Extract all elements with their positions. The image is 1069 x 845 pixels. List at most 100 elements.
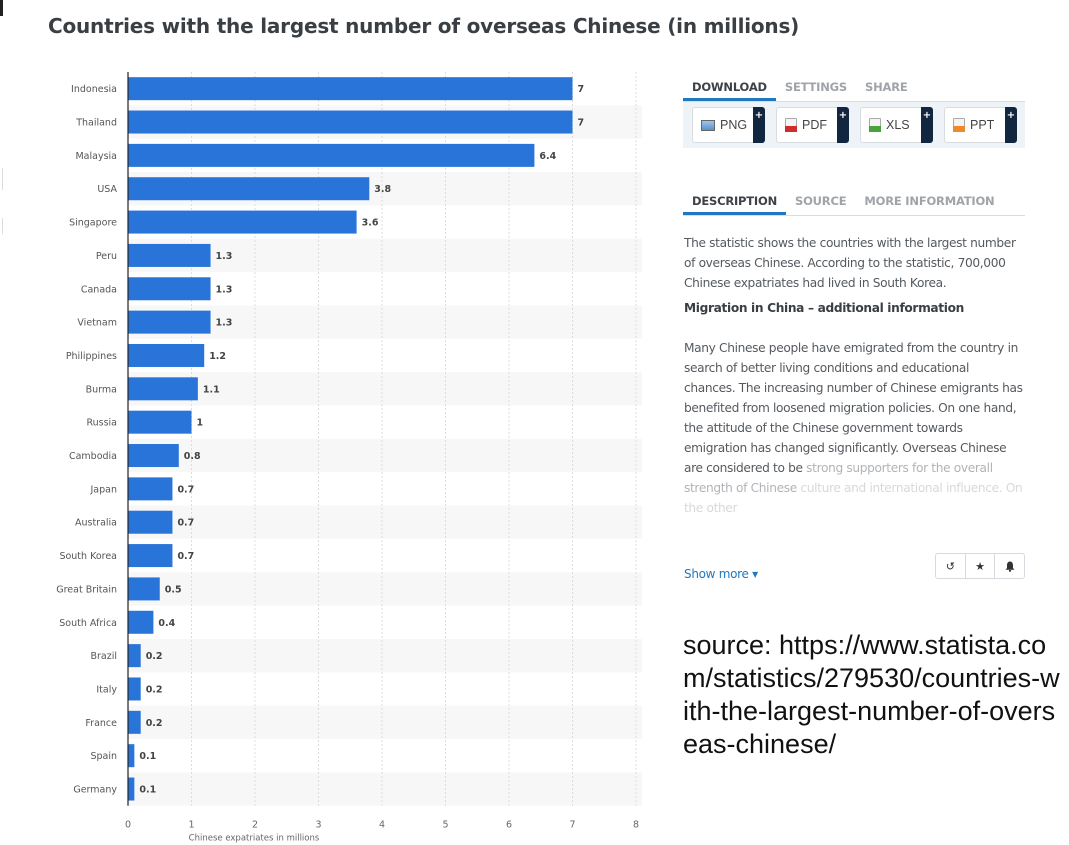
notification-button[interactable] (994, 554, 1024, 578)
row-band (128, 372, 642, 406)
download-png-button[interactable]: PNG + (692, 107, 765, 143)
download-ppt-label: PPT (970, 118, 995, 132)
bar-indonesia (128, 77, 573, 101)
bar-brazil (128, 644, 141, 668)
value-label: 0.2 (146, 718, 163, 729)
tab-more-information[interactable]: MORE INFORMATION (864, 194, 995, 208)
row-band (128, 505, 642, 539)
plus-icon[interactable]: + (753, 107, 765, 143)
description-body-text: Many Chinese people have emigrated from … (684, 341, 1023, 475)
download-xls-button[interactable]: XLS + (860, 107, 933, 143)
bar-japan (128, 477, 173, 501)
bar-thailand (128, 110, 573, 134)
download-ppt-button[interactable]: PPT + (944, 107, 1017, 143)
bar-great-britain (128, 577, 160, 601)
plus-icon[interactable]: + (921, 107, 933, 143)
download-xls-label: XLS (886, 118, 910, 132)
favorite-button[interactable]: ★ (964, 554, 995, 578)
value-label: 0.7 (177, 518, 194, 529)
download-pdf-button[interactable]: PDF + (776, 107, 849, 143)
bar-singapore (128, 210, 357, 234)
download-png-label: PNG (720, 118, 748, 132)
value-label: 0.7 (177, 484, 194, 495)
value-label: 7 (578, 118, 585, 129)
description-heading: Migration in China – additional informat… (684, 301, 964, 315)
download-buttons-bar: PNG + PDF + XLS + PPT + (683, 102, 1025, 148)
category-label: Italy (96, 684, 117, 695)
tab-settings[interactable]: SETTINGS (784, 80, 847, 94)
description-text: The statistic shows the countries with t… (683, 216, 1025, 518)
x-tick-label: 6 (506, 820, 512, 831)
description-body-faded: culture and international influence. On … (684, 481, 1023, 515)
category-label: Cambodia (69, 451, 117, 462)
category-label: Burma (86, 384, 117, 395)
star-icon: ★ (975, 559, 985, 573)
row-band (128, 572, 642, 606)
tab-download[interactable]: DOWNLOAD (683, 76, 776, 101)
tab-description[interactable]: DESCRIPTION (683, 190, 787, 215)
action-icon-group: ↺ ★ (935, 553, 1025, 579)
category-label: Spain (90, 751, 117, 762)
bar-burma (128, 377, 198, 401)
value-label: 0.1 (139, 751, 156, 762)
x-tick-label: 7 (569, 820, 575, 831)
bar-cambodia (128, 444, 179, 468)
category-label: Australia (75, 518, 117, 529)
bar-usa (128, 177, 370, 201)
value-label: 3.8 (374, 184, 391, 195)
show-more-link[interactable]: Show more ▾ (684, 567, 758, 581)
history-icon: ↺ (945, 559, 955, 573)
row-band (128, 305, 642, 339)
category-label: Japan (90, 484, 118, 495)
category-label: South Korea (59, 551, 117, 562)
bar-spain (128, 744, 135, 768)
description-panel: DESCRIPTION SOURCE MORE INFORMATION The … (683, 190, 1025, 518)
download-panel: DOWNLOAD SETTINGS SHARE PNG + PDF + XLS … (683, 76, 1025, 148)
x-tick-label: 0 (125, 820, 131, 831)
value-label: 0.7 (177, 551, 194, 562)
value-label: 0.8 (184, 451, 201, 462)
value-label: 0.2 (146, 651, 163, 662)
tab-source[interactable]: SOURCE (795, 194, 847, 208)
description-body: Many Chinese people have emigrated from … (684, 338, 1023, 518)
category-label: USA (97, 184, 117, 195)
category-label: Philippines (66, 351, 117, 362)
x-tick-label: 8 (633, 820, 639, 831)
bar-russia (128, 410, 192, 434)
window-edge-mark (0, 218, 3, 234)
category-label: Thailand (75, 118, 117, 129)
plus-icon[interactable]: + (1005, 107, 1017, 143)
x-tick-label: 3 (315, 820, 321, 831)
page-title: Countries with the largest number of ove… (48, 14, 800, 38)
value-label: 1 (197, 418, 204, 429)
bar-malaysia (128, 143, 535, 167)
value-label: 0.1 (139, 785, 156, 796)
value-label: 7 (578, 84, 585, 95)
value-label: 1.3 (216, 284, 233, 295)
download-tabs: DOWNLOAD SETTINGS SHARE (683, 76, 1025, 102)
x-axis-title: Chinese expatriates in millions (189, 834, 320, 844)
row-band (128, 438, 642, 473)
category-label: Great Britain (56, 584, 117, 595)
bar-canada (128, 277, 211, 301)
window-edge-mark (0, 0, 3, 16)
category-label: Russia (86, 418, 117, 429)
category-label: Brazil (90, 651, 117, 662)
value-label: 1.1 (203, 384, 220, 395)
window-edge-mark (0, 168, 3, 190)
value-label: 0.4 (158, 618, 175, 629)
download-pdf-label: PDF (802, 118, 827, 132)
pdf-file-icon (785, 118, 797, 132)
history-button[interactable]: ↺ (936, 554, 965, 578)
source-note: source: https://www.statista.com/statist… (683, 630, 1060, 759)
value-label: 0.2 (146, 684, 163, 695)
png-file-icon (701, 120, 715, 131)
category-label: Vietnam (77, 318, 117, 329)
bar-peru (128, 243, 211, 267)
row-band (128, 705, 642, 739)
category-label: South Africa (59, 618, 117, 629)
x-tick-label: 5 (442, 820, 448, 831)
plus-icon[interactable]: + (837, 107, 849, 143)
category-label: Malaysia (75, 151, 117, 162)
tab-share[interactable]: SHARE (865, 80, 908, 94)
